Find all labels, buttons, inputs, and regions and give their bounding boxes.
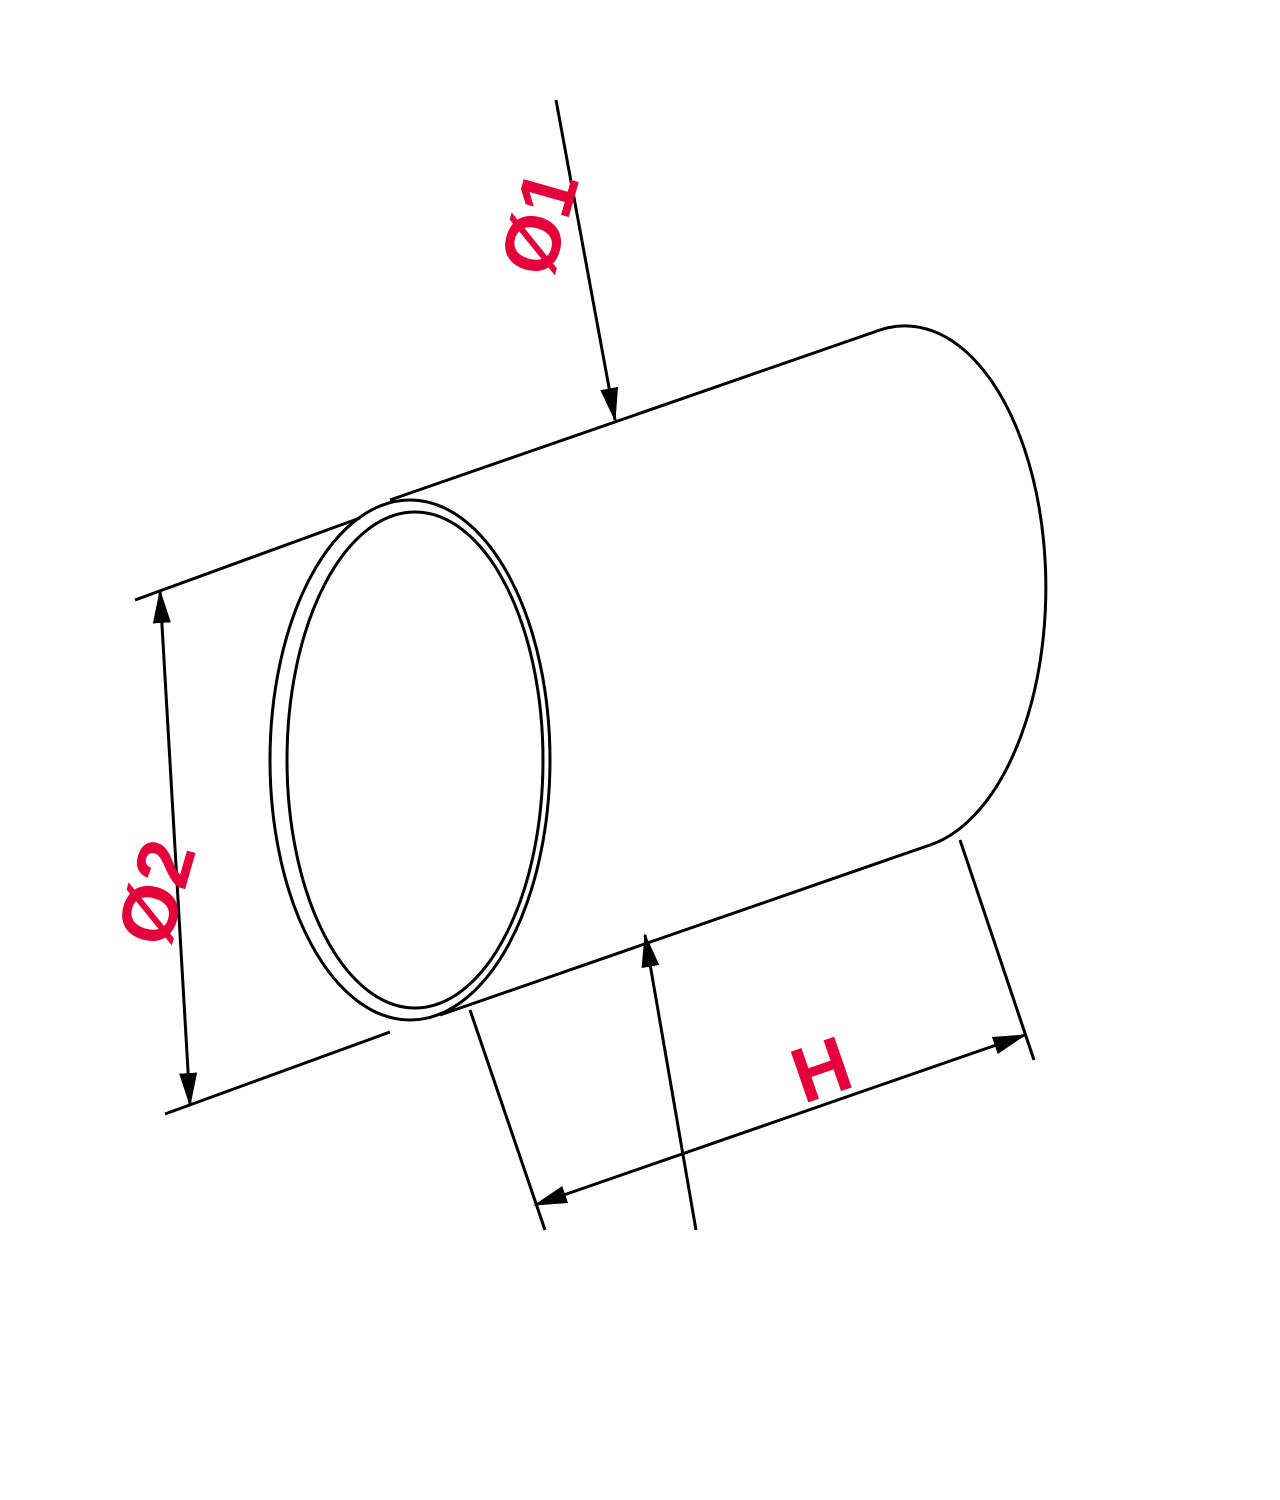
dimension-outer-diameter: Ø2 [99,518,390,1114]
dimension-length: H [470,840,1034,1230]
dimension-inner-diameter: Ø1 [482,100,696,1230]
cylinder-outline [270,326,1046,1020]
label-length: H [780,1019,862,1121]
label-outer-diameter: Ø2 [99,830,212,954]
label-inner-diameter: Ø1 [482,160,595,284]
